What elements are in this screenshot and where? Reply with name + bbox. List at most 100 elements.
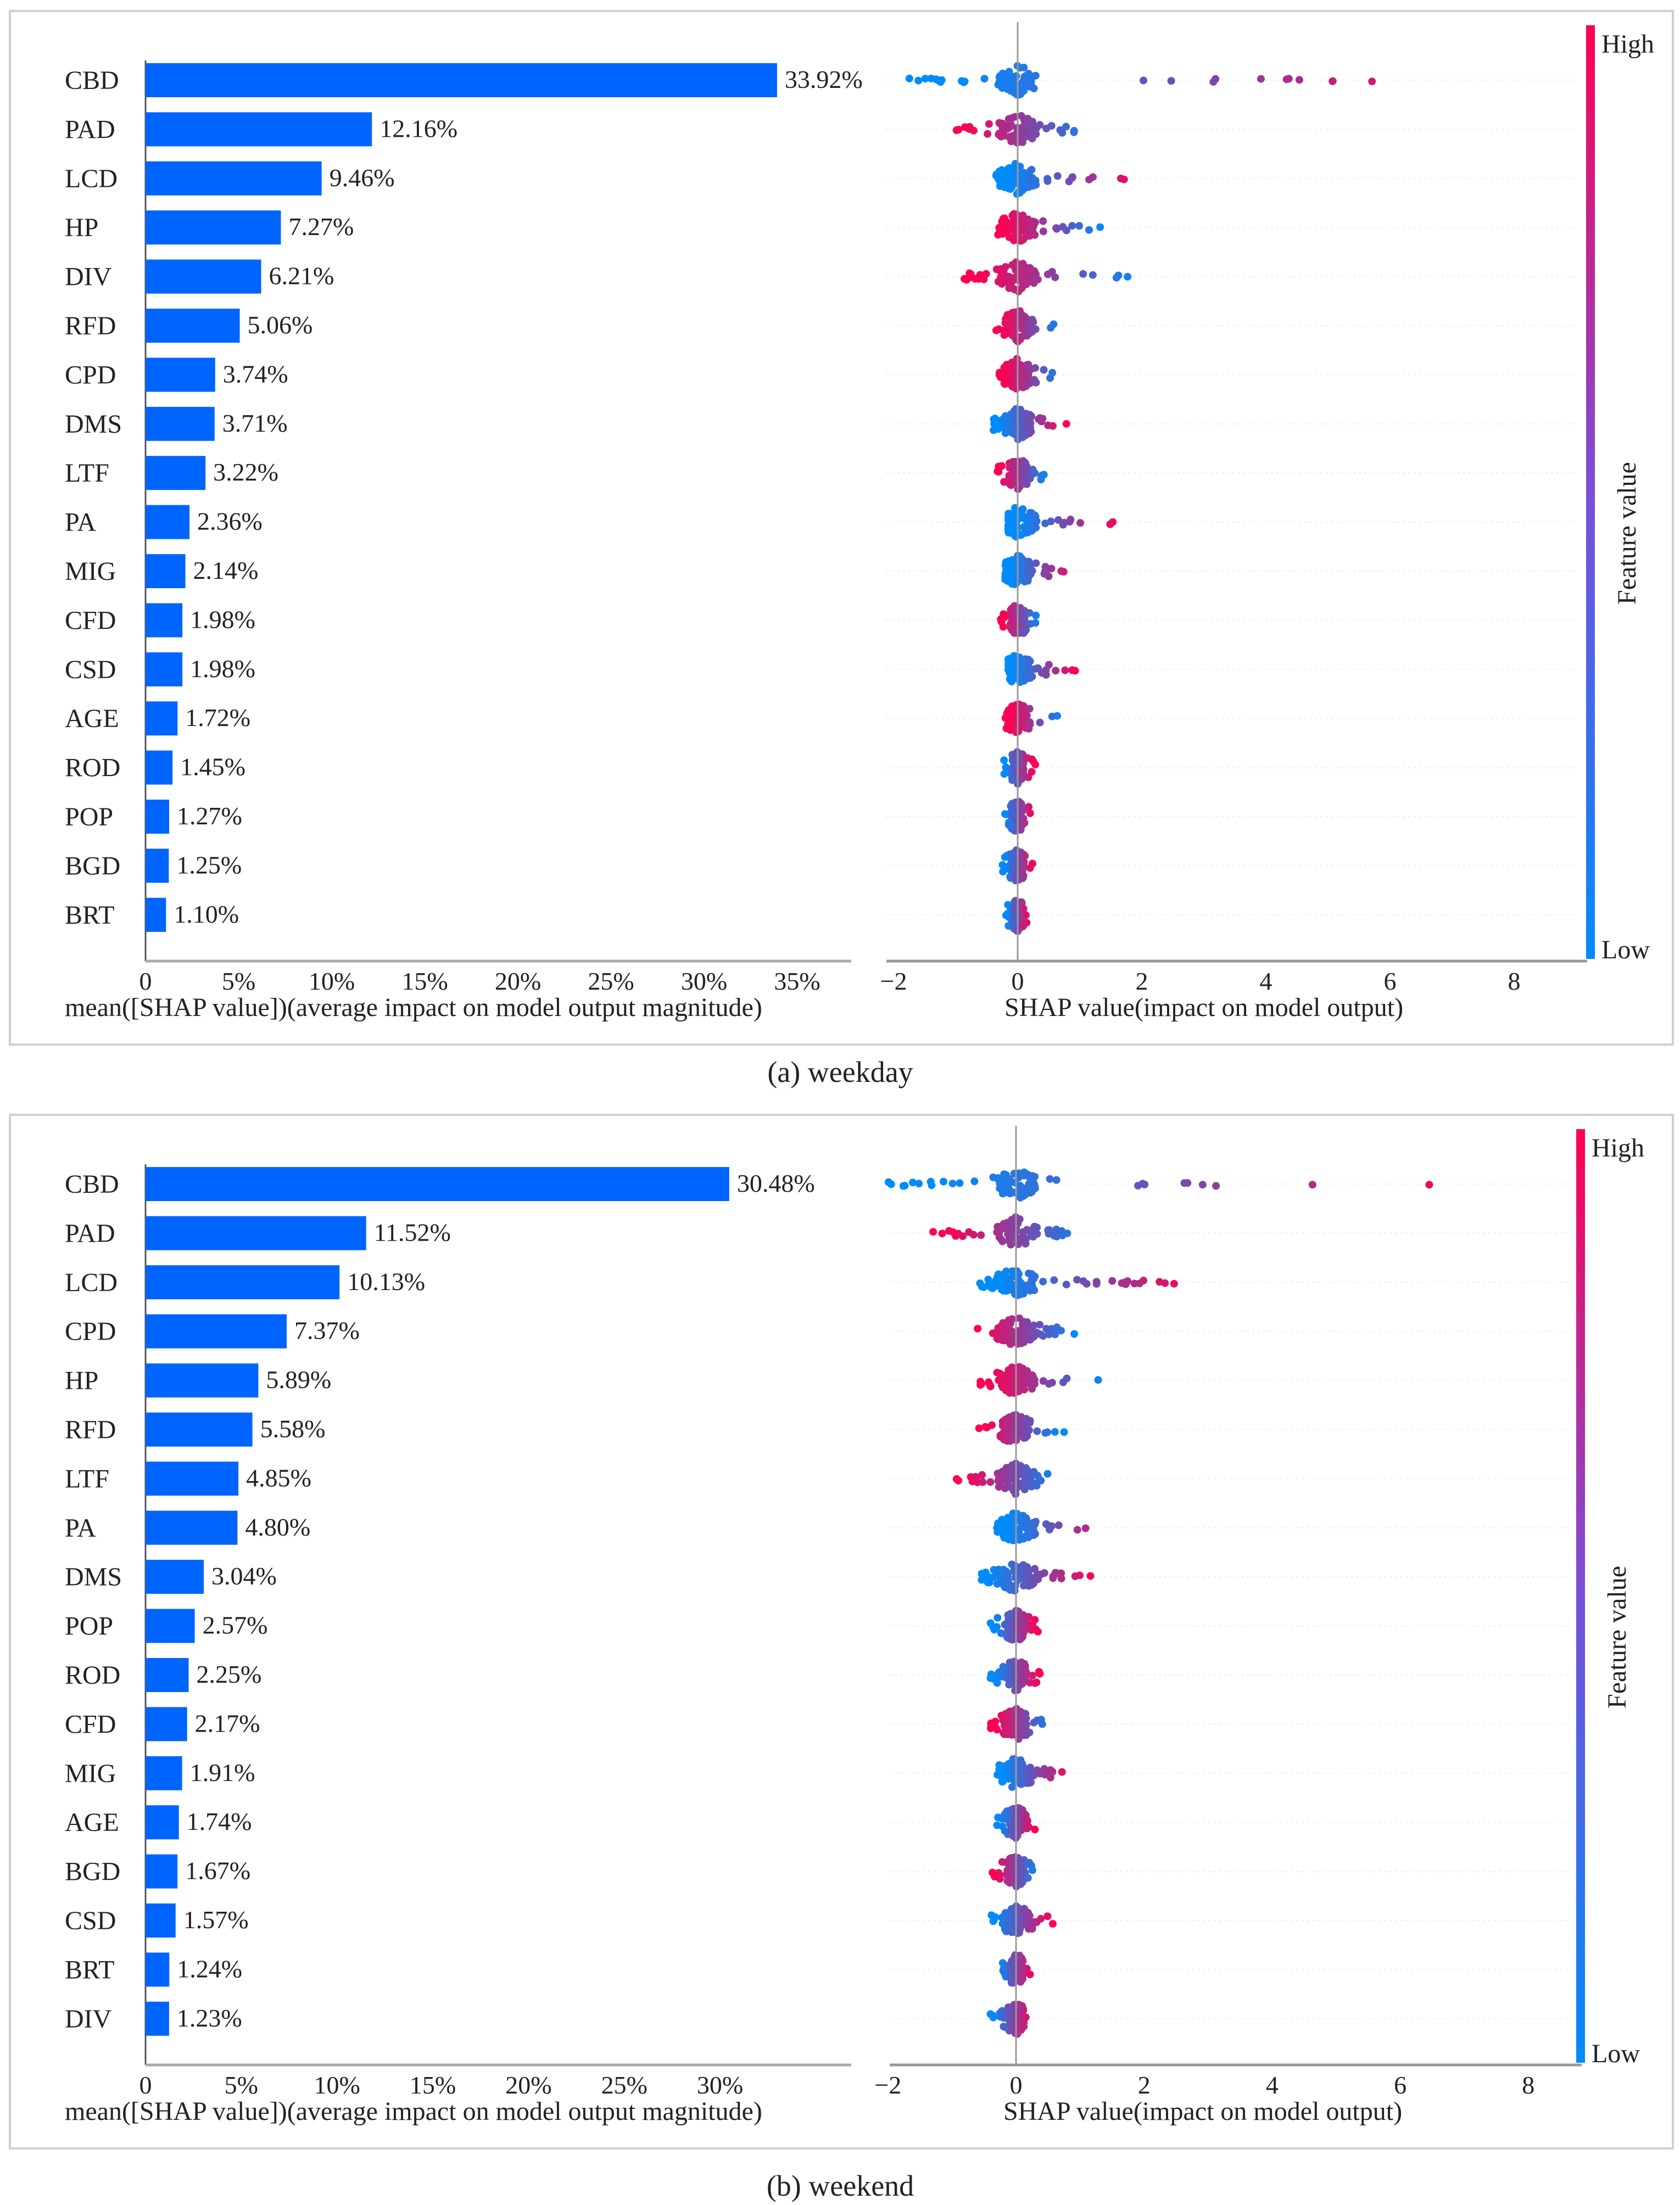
- shap-dot: [1052, 224, 1061, 232]
- shap-dot: [997, 1235, 1005, 1243]
- shap-dot: [1001, 1469, 1009, 1477]
- shap-dot: [1019, 373, 1027, 381]
- shap-dot: [1019, 765, 1027, 773]
- shap-dot: [1002, 1274, 1010, 1282]
- shap-dot: [985, 1378, 993, 1386]
- bar: [146, 800, 170, 834]
- shap-dot: [1025, 1182, 1034, 1191]
- shap-dot: [1015, 1709, 1024, 1717]
- shap-dot: [1024, 1476, 1032, 1484]
- shap-dot: [1006, 1286, 1014, 1294]
- feature-label: MIG: [65, 1759, 116, 1788]
- shap-dot: [1001, 2023, 1009, 2031]
- shap-dot: [1062, 1280, 1070, 1288]
- shap-dot: [1039, 227, 1047, 236]
- shap-dot: [1086, 1572, 1095, 1580]
- shap-dot: [958, 77, 966, 85]
- shap-dot: [1028, 224, 1036, 232]
- shap-dot: [1058, 1227, 1066, 1235]
- shap-dot: [1057, 567, 1065, 575]
- shap-dot: [1011, 225, 1019, 233]
- shap-dot: [1024, 719, 1032, 727]
- shap-dot: [1028, 1270, 1036, 1278]
- shap-dot: [1028, 135, 1036, 143]
- shap-dot: [1001, 330, 1009, 338]
- feature-label: DMS: [65, 1562, 122, 1592]
- shap-dot: [1008, 114, 1016, 122]
- shap-dot: [1006, 1718, 1014, 1727]
- bar: [146, 112, 372, 147]
- shap-dot: [1028, 768, 1036, 776]
- shap-dot: [1011, 407, 1019, 415]
- shap-dot: [995, 1274, 1003, 1282]
- bar: [146, 1461, 239, 1496]
- colorbar-high-label: High: [1592, 1134, 1644, 1163]
- feature-label: CPD: [65, 1317, 116, 1346]
- colorbar: [1576, 1129, 1585, 2063]
- shap-dot: [1052, 667, 1060, 675]
- shap-dot: [1001, 278, 1009, 286]
- shap-dot: [1043, 1470, 1052, 1478]
- bar: [146, 1216, 366, 1251]
- shap-dot: [1018, 1726, 1026, 1734]
- shap-dot: [1076, 1571, 1084, 1579]
- shap-dot: [1048, 712, 1056, 721]
- shap-dot: [1034, 664, 1042, 672]
- feature-label: CPD: [65, 360, 116, 389]
- shap-dot: [987, 1722, 995, 1730]
- feature-label: LCD: [65, 164, 118, 193]
- shap-dot: [1003, 1729, 1012, 1738]
- shap-dot: [978, 1576, 986, 1584]
- shap-dot: [899, 1182, 907, 1190]
- bar-x-tick-label: 35%: [774, 967, 820, 995]
- shap-dot: [1017, 2026, 1025, 2034]
- shap-dot: [1140, 76, 1148, 85]
- shap-dot: [1019, 236, 1028, 244]
- shap-dot: [1019, 1192, 1028, 1200]
- shap-dot: [1024, 656, 1032, 664]
- shap-dot: [1046, 1175, 1054, 1183]
- shap-dot: [1046, 1766, 1054, 1774]
- bar-value-label: 7.27%: [288, 213, 354, 241]
- shap-dot: [1059, 519, 1068, 527]
- shap-x-tick-label: −2: [880, 967, 907, 995]
- shap-dot: [1002, 178, 1011, 186]
- bar-value-label: 2.14%: [193, 556, 259, 584]
- bar-x-tick-label: 10%: [309, 967, 355, 995]
- shap-dot: [1018, 1769, 1026, 1777]
- shap-dot: [987, 1670, 995, 1678]
- shap-dot: [1029, 267, 1037, 275]
- shap-dot: [1034, 1628, 1042, 1636]
- shap-dot: [1031, 512, 1040, 521]
- shap-dot: [1024, 278, 1032, 286]
- shap-dot: [984, 1275, 992, 1283]
- shap-dot: [1120, 175, 1128, 183]
- shap-dot: [980, 75, 989, 83]
- shap-dot: [1019, 702, 1028, 710]
- shap-dot: [1000, 770, 1008, 778]
- shap-dot: [1028, 1276, 1036, 1284]
- bar-value-label: 1.45%: [180, 753, 245, 781]
- shap-dot: [1012, 664, 1020, 672]
- bar-value-label: 4.85%: [246, 1464, 311, 1492]
- bar: [146, 554, 186, 588]
- shap-dot: [1024, 1567, 1032, 1575]
- shap-dot: [1006, 476, 1014, 484]
- bar-x-tick-label: 20%: [505, 2071, 551, 2099]
- feature-label: POP: [65, 1612, 113, 1641]
- shap-dot: [1032, 611, 1040, 619]
- shap-dot: [1008, 850, 1016, 858]
- shap-dot: [998, 1913, 1006, 1922]
- bar-value-label: 1.24%: [177, 1955, 242, 1983]
- shap-dot: [1070, 127, 1078, 135]
- shap-dot: [1051, 1330, 1059, 1338]
- shap-dot: [1009, 805, 1017, 813]
- shap-dot: [1018, 1568, 1026, 1576]
- bar-value-label: 1.98%: [190, 605, 255, 633]
- bar: [146, 1510, 238, 1545]
- shap-dot: [1021, 627, 1029, 635]
- bar-x-tick-label: 20%: [495, 967, 541, 995]
- shap-dot: [1051, 273, 1059, 281]
- bar: [146, 750, 173, 785]
- bar-value-label: 1.98%: [190, 655, 255, 683]
